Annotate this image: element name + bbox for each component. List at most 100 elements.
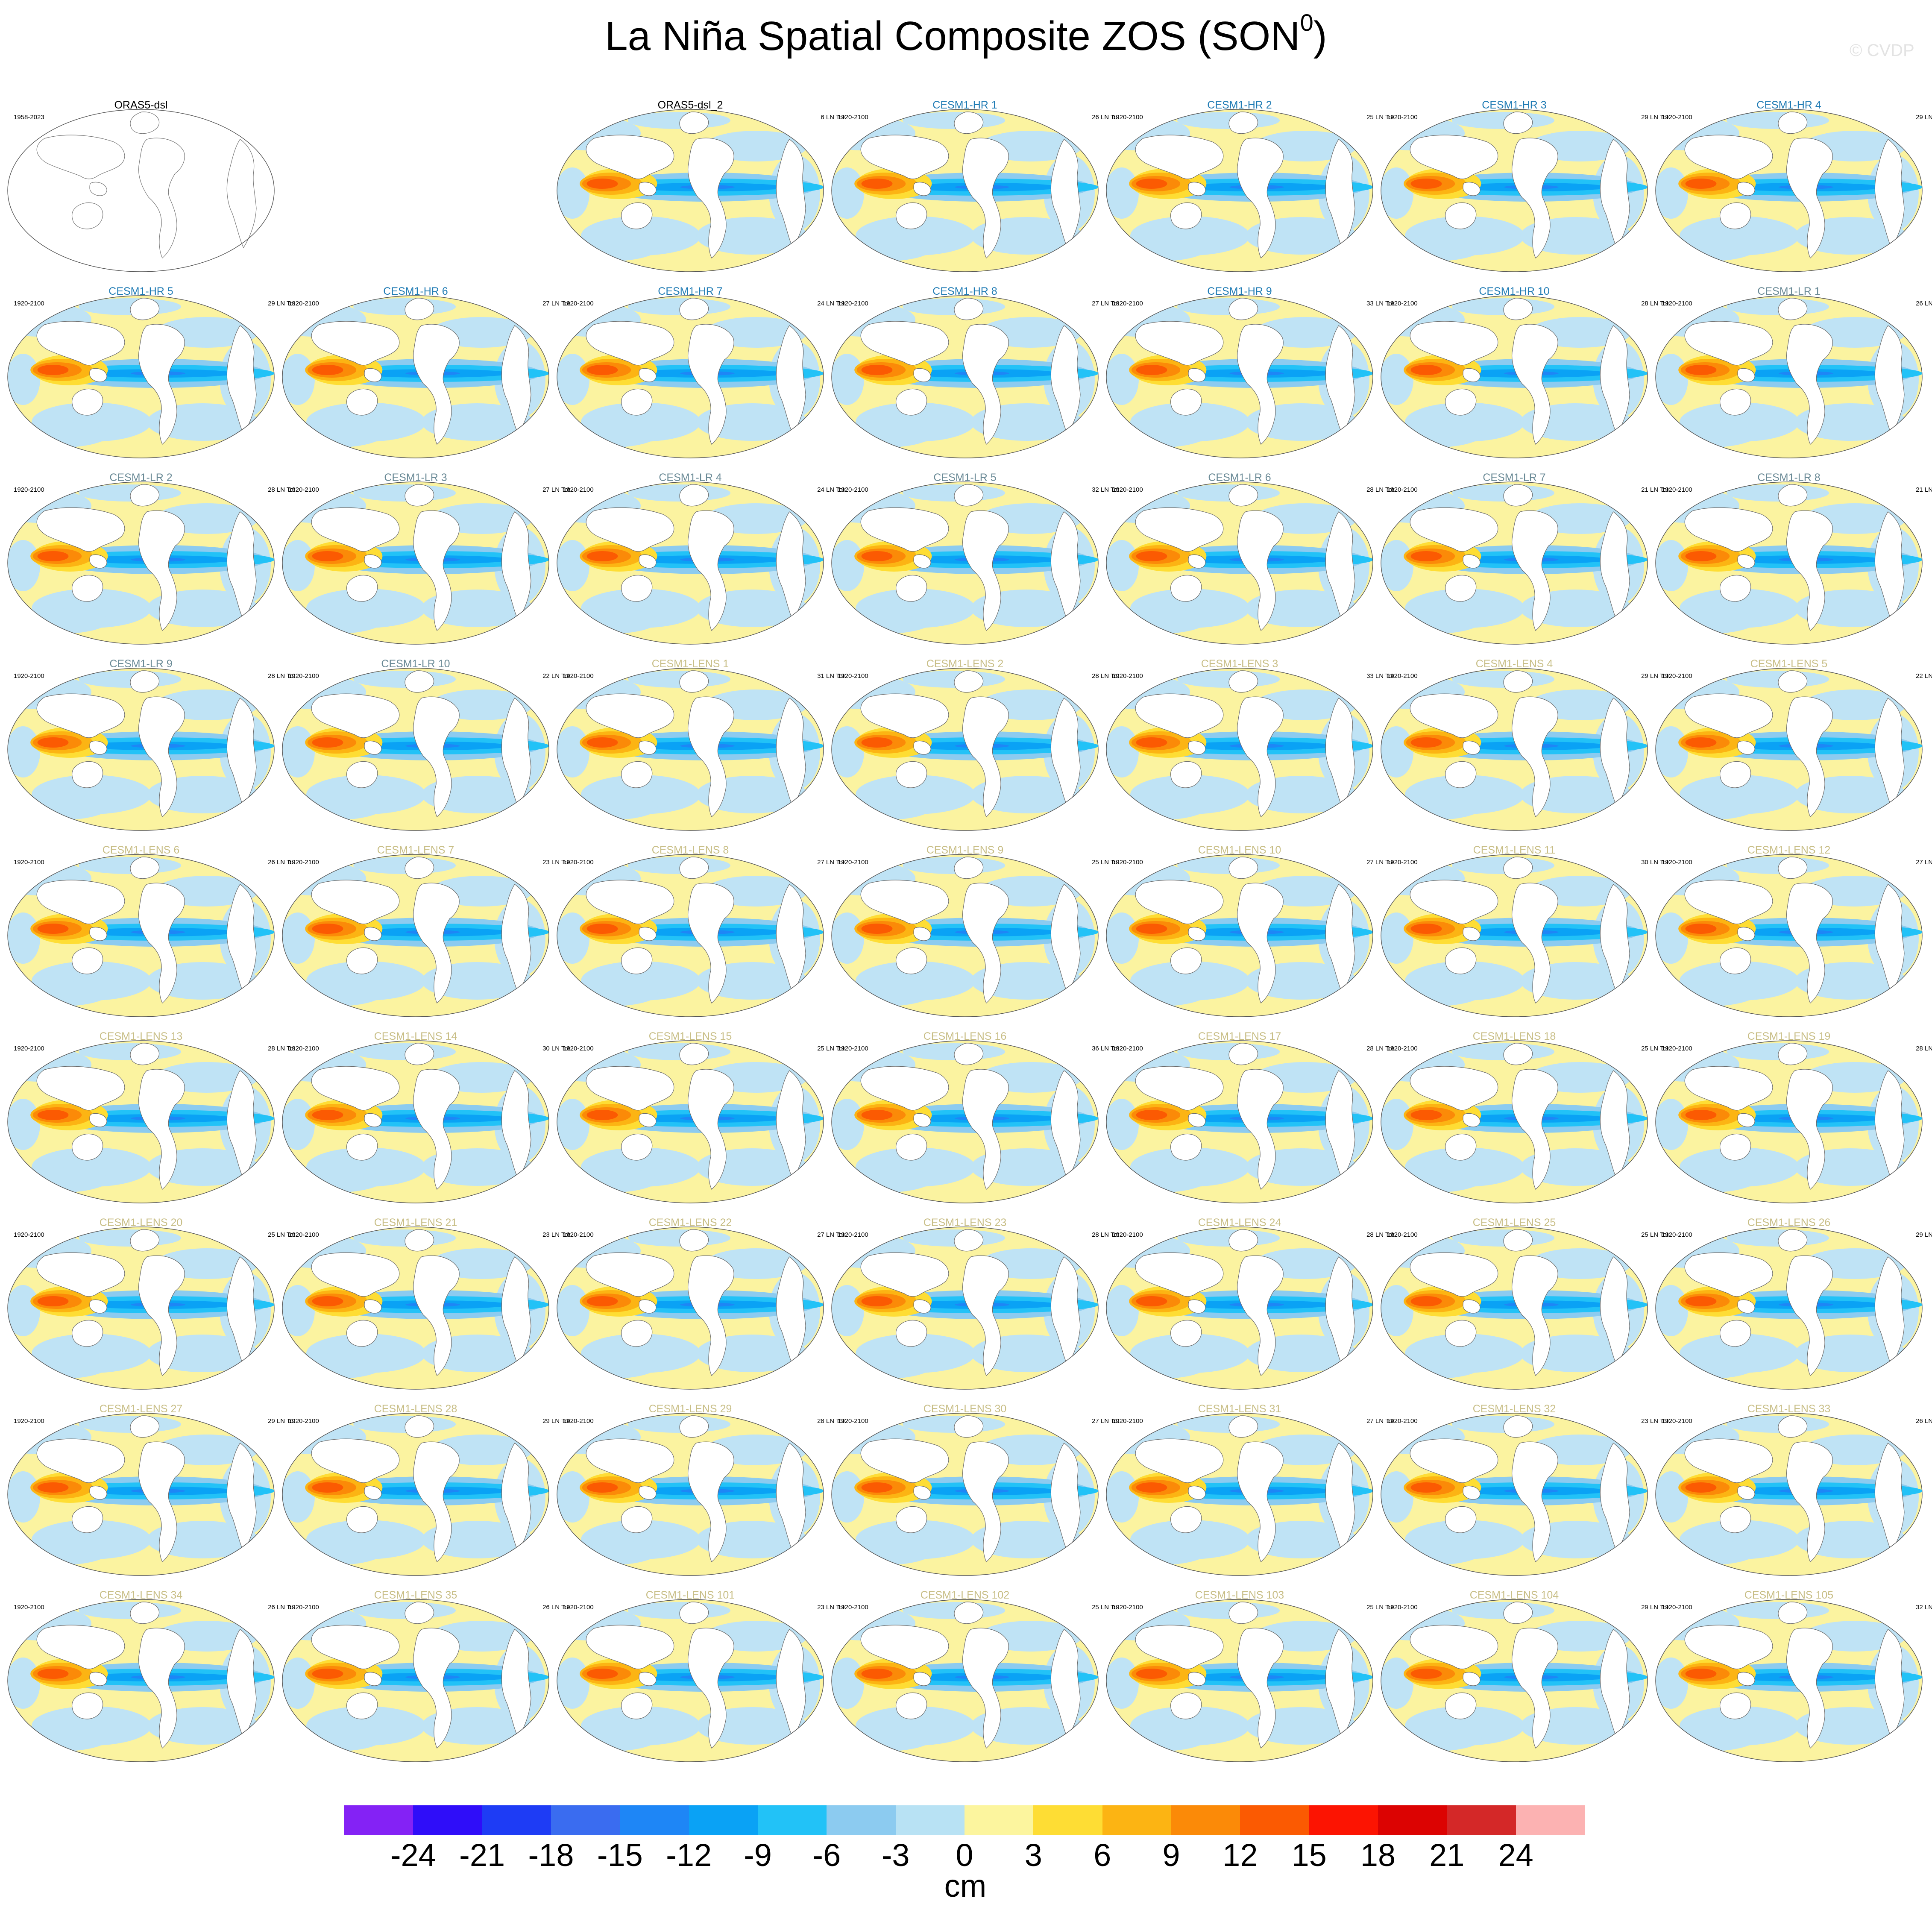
panel-years: 1920-2100 xyxy=(838,1417,868,1425)
negative-anomaly-region xyxy=(1106,608,1207,634)
title-superscript: 0 xyxy=(1300,9,1313,36)
land-mass xyxy=(1512,883,1558,1003)
panel-years: 1920-2100 xyxy=(838,300,868,307)
panel-event-count: 24 LN Tot xyxy=(817,486,844,493)
robinson-map xyxy=(1381,1040,1648,1203)
panel-years: 1920-2100 xyxy=(1387,1417,1418,1425)
land-mass xyxy=(1170,1133,1202,1161)
panel-title: CESM1-LENS 1 xyxy=(651,658,729,670)
panel-event-count: 6 LN Tot xyxy=(821,114,844,121)
western-pacific-warm-anomaly xyxy=(1136,1669,1167,1679)
land-mass xyxy=(413,1628,460,1749)
map-panel: CESM1-LENS 25 1920-2100 25 LN Tot xyxy=(1379,1217,1668,1391)
land-mass xyxy=(1737,554,1755,569)
negative-anomaly-region xyxy=(1381,167,1413,219)
land-mass xyxy=(1188,554,1206,569)
land-mass xyxy=(1719,1133,1751,1161)
land-mass xyxy=(586,507,674,552)
panel-title: CESM1-LR 6 xyxy=(1208,472,1271,484)
panel-event-count: 28 LN Tot xyxy=(1092,672,1119,680)
negative-anomaly-region xyxy=(1106,540,1139,591)
land-mass xyxy=(679,111,709,134)
map-panel: CESM1-LENS 21 1920-2100 23 LN Tot xyxy=(281,1217,570,1391)
negative-anomaly-region xyxy=(8,1167,108,1193)
land-mass xyxy=(130,298,160,320)
panel-title: CESM1-LENS 13 xyxy=(99,1030,183,1042)
land-mass xyxy=(1778,111,1808,134)
land-mass xyxy=(1410,507,1498,552)
land-mass xyxy=(688,1628,734,1749)
panel-years: 1920-2100 xyxy=(288,1045,319,1052)
land-mass xyxy=(639,927,657,941)
map-panel: CESM1-LENS 11 1920-2100 30 LN Tot xyxy=(1379,844,1668,1018)
panel-event-count: 25 LN Tot xyxy=(1641,1045,1668,1052)
land-mass xyxy=(1170,761,1202,788)
land-mass xyxy=(1503,670,1533,693)
land-mass xyxy=(405,1229,434,1252)
land-mass xyxy=(1786,138,1833,258)
land-mass xyxy=(1228,111,1258,134)
land-mass xyxy=(1445,1133,1477,1161)
negative-anomaly-region xyxy=(1381,422,1482,448)
land-mass xyxy=(1684,693,1773,738)
western-pacific-warm-anomaly xyxy=(1685,551,1717,561)
panel-event-count: 27 LN Tot xyxy=(1916,859,1932,866)
panel-title: ORAS5-dsl_2 xyxy=(657,99,723,111)
panel-years: 1920-2100 xyxy=(563,1417,594,1425)
colorbar-tick-label: -21 xyxy=(459,1837,505,1873)
negative-anomaly-region xyxy=(1106,236,1207,261)
land-mass xyxy=(1737,740,1755,755)
western-pacific-warm-anomaly xyxy=(586,1110,618,1120)
land-mass xyxy=(895,947,927,974)
western-pacific-warm-anomaly xyxy=(861,365,893,375)
colorbar-tick-label: 3 xyxy=(1024,1837,1042,1873)
colorbar-swatch xyxy=(620,1805,689,1835)
panel-years: 1920-2100 xyxy=(288,486,319,493)
robinson-map xyxy=(557,1040,824,1203)
land-mass xyxy=(586,1625,674,1669)
western-pacific-warm-anomaly xyxy=(312,737,343,748)
map-panel: CESM1-LENS 26 1920-2100 29 LN Tot xyxy=(1654,1217,1932,1391)
land-mass xyxy=(621,947,653,974)
land-mass xyxy=(130,484,160,507)
land-mass xyxy=(71,388,103,416)
panel-years: 1920-2100 xyxy=(1112,672,1143,680)
panel-event-count: 29 LN Tot xyxy=(1916,1231,1932,1238)
negative-anomaly-region xyxy=(1381,1726,1482,1752)
map-panel: CESM1-LENS 9 1920-2100 25 LN Tot xyxy=(830,844,1119,1018)
panel-title: CESM1-LR 5 xyxy=(933,472,997,484)
colorbar-swatch xyxy=(758,1805,827,1835)
land-mass xyxy=(1228,298,1258,320)
coastline xyxy=(130,111,160,134)
land-mass xyxy=(311,1252,400,1297)
panel-event-count: 28 LN Tot xyxy=(1366,1231,1394,1238)
negative-anomaly-region xyxy=(1381,795,1482,820)
panel-event-count: 26 LN Tot xyxy=(268,1604,295,1611)
western-pacific-warm-anomaly xyxy=(1410,179,1442,189)
land-mass xyxy=(639,554,657,569)
negative-anomaly-region xyxy=(1656,1726,1756,1752)
land-mass xyxy=(954,484,984,507)
negative-anomaly-region xyxy=(557,236,658,261)
map-panel: CESM1-HR 3 1920-2100 29 LN Tot xyxy=(1379,99,1668,273)
land-mass xyxy=(1228,857,1258,879)
panel-event-count: 26 LN Tot xyxy=(1916,300,1932,307)
negative-anomaly-region xyxy=(1106,912,1139,964)
robinson-map xyxy=(7,1413,275,1576)
panel-title: CESM1-LENS 23 xyxy=(923,1217,1007,1229)
robinson-map xyxy=(1655,1599,1923,1762)
robinson-map xyxy=(282,668,549,831)
panel-years: 1920-2100 xyxy=(1112,859,1143,866)
land-mass xyxy=(1463,182,1481,196)
panel-years: 1920-2100 xyxy=(1112,1604,1143,1611)
robinson-map xyxy=(282,1599,549,1762)
negative-anomaly-region xyxy=(557,1099,589,1150)
panel-years: 1920-2100 xyxy=(1662,672,1692,680)
negative-anomaly-region xyxy=(1381,1658,1413,1709)
land-mass xyxy=(860,135,949,179)
map-panel: CESM1-LENS 6 1920-2100 26 LN Tot xyxy=(6,844,295,1018)
panel-years: 1920-2100 xyxy=(288,1231,319,1238)
land-mass xyxy=(1778,1415,1808,1438)
robinson-map xyxy=(1106,1226,1373,1390)
coastline xyxy=(36,135,125,179)
